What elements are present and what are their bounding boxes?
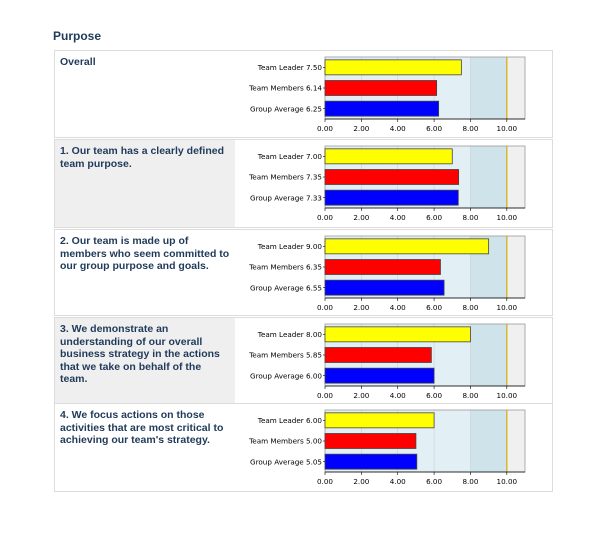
bar: [324, 412, 435, 429]
x-tick-label: 4.00: [390, 213, 406, 222]
question-cell: 1. Our team has a clearly defined team p…: [55, 140, 235, 227]
bar-chart: Team Leader 7.00 Team Members 7.35 Group A…: [248, 145, 526, 222]
question-row-4: 4. We focus actions on those activities …: [54, 403, 553, 492]
chart-question-2: Team Leader 9.00 Team Members 6.35 Group A…: [235, 230, 554, 315]
bar-label: Team Members 6.14: [248, 84, 322, 93]
band-high: [470, 146, 507, 208]
bar-label: Team Members 7.35: [248, 173, 322, 182]
bar-chart: Team Leader 8.00 Team Members 5.85 Group A…: [248, 323, 526, 400]
x-tick-label: 2.00: [353, 477, 369, 486]
bar: [324, 367, 435, 384]
x-tick-label: 2.00: [353, 303, 369, 312]
x-tick-label: 10.00: [497, 213, 518, 222]
question-row-1: 1. Our team has a clearly defined team p…: [54, 139, 553, 228]
question-cell: 4. We focus actions on those activities …: [55, 404, 235, 491]
bar-label: Group Average 7.33: [250, 193, 322, 202]
chart-overall: Team Leader 7.50 Team Members 6.14 Group A…: [235, 51, 554, 137]
bar: [324, 169, 460, 185]
bar-chart: Team Leader 9.00 Team Members 6.35 Group A…: [248, 235, 526, 312]
x-tick-label: 4.00: [390, 477, 406, 486]
band-high: [470, 410, 507, 472]
bar-label: Team Members 5.00: [248, 437, 322, 446]
chart-question-1: Team Leader 7.00 Team Members 7.35 Group A…: [235, 140, 554, 227]
band-max: [506, 57, 525, 119]
x-tick-label: 4.00: [390, 303, 406, 312]
x-tick-label: 10.00: [497, 124, 518, 133]
x-tick-label: 0.00: [317, 477, 333, 486]
bar-label: Group Average 6.25: [250, 104, 322, 113]
bar-label: Team Leader 6.00: [257, 416, 323, 425]
bar-label: Team Members 6.35: [248, 263, 322, 272]
x-tick-label: 6.00: [426, 124, 442, 133]
chart-question-4: Team Leader 6.00 Team Members 5.00 Group A…: [235, 404, 554, 491]
chart-question-3: Team Leader 8.00 Team Members 5.85 Group A…: [235, 318, 554, 403]
x-tick-label: 10.00: [497, 303, 518, 312]
x-tick-label: 8.00: [462, 477, 478, 486]
question-cell: Overall: [55, 51, 235, 137]
x-tick-label: 8.00: [462, 303, 478, 312]
x-tick-label: 0.00: [317, 391, 333, 400]
question-cell: 3. We demonstrate an understanding of ou…: [55, 318, 235, 403]
question-text: 2. Our team is made up of members who se…: [60, 235, 230, 272]
page-title: Purpose: [53, 29, 102, 43]
x-tick-label: 8.00: [462, 391, 478, 400]
question-text: 1. Our team has a clearly defined team p…: [60, 145, 224, 170]
bar: [324, 433, 417, 449]
question-row-overall: Overall Team Leader 7.50 Team Members 6.1…: [54, 50, 553, 138]
bar: [324, 326, 471, 343]
question-text: 4. We focus actions on those activities …: [60, 409, 224, 446]
bar-label: Team Leader 7.50: [257, 63, 323, 72]
band-high: [470, 57, 507, 119]
bar-label: Team Leader 8.00: [257, 330, 323, 339]
x-tick-label: 4.00: [390, 124, 406, 133]
bar: [324, 148, 453, 165]
question-text: Overall: [60, 56, 96, 68]
question-cell: 2. Our team is made up of members who se…: [55, 230, 235, 315]
bar-label: Team Members 5.85: [248, 351, 322, 360]
bar-label: Team Leader 9.00: [257, 242, 323, 251]
band-max: [506, 324, 525, 386]
band-max: [506, 236, 525, 298]
x-tick-label: 10.00: [497, 477, 518, 486]
x-tick-label: 2.00: [353, 391, 369, 400]
bar-label: Team Leader 7.00: [257, 152, 323, 161]
band-high: [470, 324, 507, 386]
bar: [324, 189, 459, 206]
bar-chart: Team Leader 7.50 Team Members 6.14 Group A…: [248, 56, 526, 133]
x-tick-label: 6.00: [426, 303, 442, 312]
bar-label: Group Average 6.55: [250, 283, 322, 292]
bar: [324, 59, 462, 76]
bar: [324, 80, 438, 96]
band-max: [506, 146, 525, 208]
bar: [324, 279, 445, 296]
x-tick-label: 6.00: [426, 477, 442, 486]
bar: [324, 238, 490, 255]
x-tick-label: 0.00: [317, 124, 333, 133]
bar-chart: Team Leader 6.00 Team Members 5.00 Group A…: [248, 409, 526, 486]
x-tick-label: 6.00: [426, 213, 442, 222]
bar: [324, 347, 432, 363]
x-tick-label: 8.00: [462, 124, 478, 133]
question-row-3: 3. We demonstrate an understanding of ou…: [54, 317, 553, 404]
x-tick-label: 0.00: [317, 213, 333, 222]
bar: [324, 100, 440, 117]
x-tick-label: 10.00: [497, 391, 518, 400]
x-tick-label: 2.00: [353, 213, 369, 222]
bar-label: Group Average 6.00: [250, 371, 322, 380]
bar-label: Group Average 5.05: [250, 457, 322, 466]
x-tick-label: 0.00: [317, 303, 333, 312]
band-max: [506, 410, 525, 472]
x-tick-label: 6.00: [426, 391, 442, 400]
x-tick-label: 2.00: [353, 124, 369, 133]
bar: [324, 259, 441, 275]
x-tick-label: 8.00: [462, 213, 478, 222]
x-tick-label: 4.00: [390, 391, 406, 400]
question-text: 3. We demonstrate an understanding of ou…: [60, 323, 220, 385]
question-row-2: 2. Our team is made up of members who se…: [54, 229, 553, 316]
bar: [324, 453, 418, 470]
